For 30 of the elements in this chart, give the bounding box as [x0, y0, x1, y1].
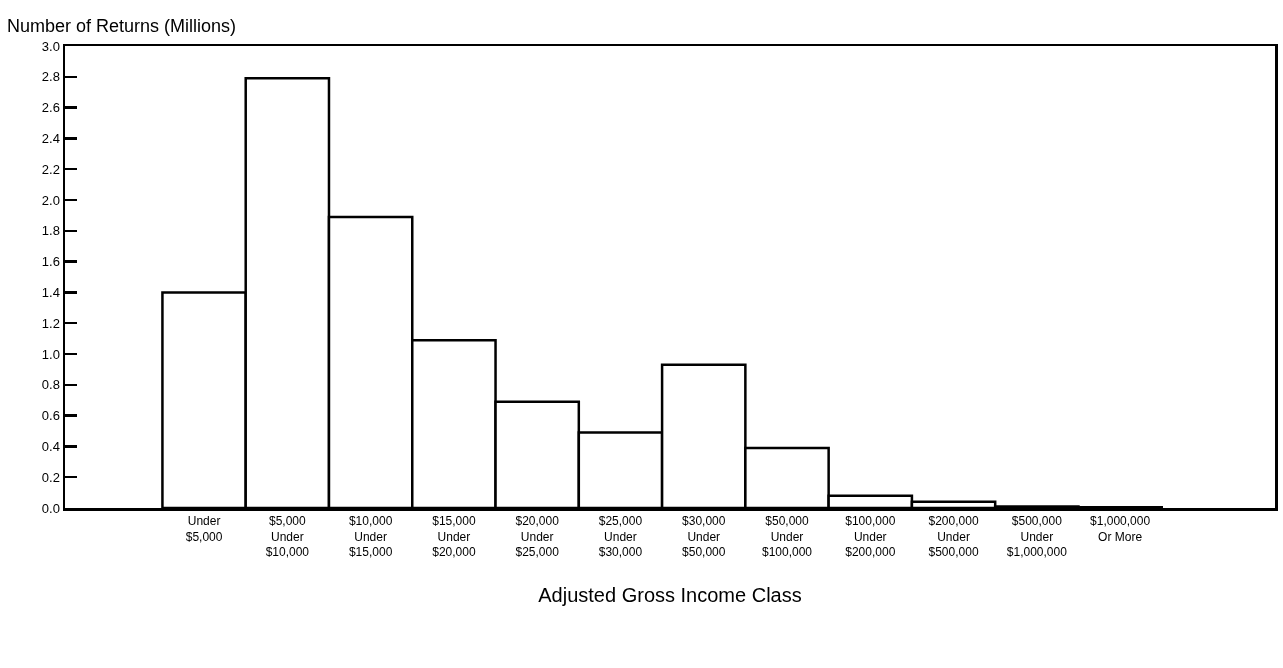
- x-tick-label: $50,000 Under $100,000: [761, 513, 813, 560]
- y-tick-label: 1.0: [41, 346, 60, 362]
- y-tick-label: 0.0: [41, 500, 60, 516]
- y-tick-label: 0.6: [41, 408, 60, 424]
- y-tick-label: 3.0: [41, 38, 60, 54]
- y-tick-label: 2.2: [41, 161, 60, 177]
- x-tick-label: $25,000 Under $30,000: [598, 513, 643, 560]
- y-axis-title: Number of Returns (Millions): [7, 16, 237, 36]
- y-tick-label: 1.6: [41, 254, 60, 270]
- y-tick-label: 0.4: [41, 438, 60, 454]
- y-tick-label: 1.4: [41, 284, 60, 300]
- y-tick-label: 2.8: [41, 69, 60, 85]
- x-tick-label: Under $5,000: [185, 513, 223, 544]
- y-tick-label: 0.8: [41, 377, 60, 393]
- x-tick-label: $200,000 Under $500,000: [928, 513, 979, 560]
- y-tick-label: 1.8: [41, 223, 60, 239]
- y-tick-label: 0.2: [41, 469, 60, 485]
- x-axis-title: Adjusted Gross Income Class: [538, 583, 802, 606]
- y-tick-label: 2.6: [41, 100, 60, 116]
- x-tick-label: $30,000 Under $50,000: [682, 513, 726, 560]
- x-tick-label: $100,000 Under $200,000: [845, 513, 896, 560]
- y-tick-label: 1.2: [41, 315, 60, 331]
- y-tick-label: 2.4: [41, 130, 60, 146]
- x-tick-label: $5,000 Under $10,000: [265, 513, 310, 560]
- x-tick-label: $15,000 Under $20,000: [432, 513, 476, 560]
- x-tick-label: $20,000 Under $25,000: [515, 513, 560, 560]
- x-tick-label: $1,000,000 Or More: [1090, 513, 1151, 544]
- x-tick-label: $500,000 Under $1,000,000: [1006, 513, 1068, 560]
- x-tick-label: $10,000 Under $15,000: [348, 513, 393, 560]
- y-tick-label: 2.0: [41, 192, 60, 208]
